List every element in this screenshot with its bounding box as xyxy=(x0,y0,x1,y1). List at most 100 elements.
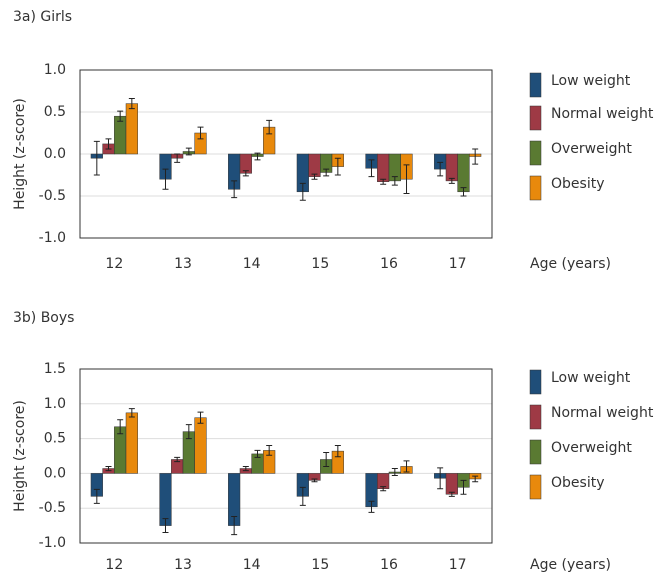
error-bar xyxy=(380,178,387,185)
error-bar xyxy=(437,161,444,177)
error-bar xyxy=(368,159,375,178)
error-bar xyxy=(323,452,330,467)
error-bar xyxy=(174,456,181,463)
y-axis-label: Height (z-score) xyxy=(12,400,28,512)
error-bar xyxy=(266,445,273,456)
legend-swatch xyxy=(529,404,542,430)
x-tick-label: 12 xyxy=(105,557,123,573)
error-bar xyxy=(472,148,479,165)
legend-swatch xyxy=(529,140,542,166)
error-bar xyxy=(334,445,341,458)
legend-swatch xyxy=(529,175,542,201)
error-bar xyxy=(368,500,375,513)
bar xyxy=(114,115,127,155)
legend-label: Normal weight xyxy=(551,405,654,421)
y-tick-label: -0.5 xyxy=(39,500,66,516)
bar xyxy=(308,153,321,177)
error-bar xyxy=(448,177,455,184)
error-bar xyxy=(185,424,192,440)
error-bar xyxy=(117,110,124,122)
x-tick-label: 13 xyxy=(174,557,192,573)
x-tick-label: 15 xyxy=(311,557,329,573)
legend-swatch xyxy=(529,105,542,131)
error-bar xyxy=(299,182,306,201)
error-bar xyxy=(437,467,444,490)
error-bar xyxy=(105,138,112,150)
legend-label: Overweight xyxy=(551,440,632,456)
y-tick-label: 0.5 xyxy=(44,431,66,447)
error-bar xyxy=(460,479,467,495)
x-tick-label: 14 xyxy=(243,256,261,272)
y-tick-label: 0.0 xyxy=(44,465,66,481)
error-bar xyxy=(391,468,398,476)
error-bar xyxy=(185,147,192,156)
bar xyxy=(159,473,172,526)
y-tick-label: 0.5 xyxy=(44,104,66,120)
error-bar xyxy=(197,126,204,140)
x-tick-label: 16 xyxy=(380,557,398,573)
x-tick-label: 15 xyxy=(311,256,329,272)
error-bar xyxy=(403,460,410,473)
error-bar xyxy=(448,491,455,497)
bar xyxy=(125,103,138,155)
y-tick-label: -1.0 xyxy=(39,230,66,246)
legend-label: Overweight xyxy=(551,141,632,157)
error-bar xyxy=(460,187,467,197)
x-tick-label: 12 xyxy=(105,256,123,272)
error-bar xyxy=(128,408,135,418)
x-tick-label: 17 xyxy=(449,256,467,272)
bar xyxy=(457,153,470,193)
y-axis-label: Height (z-score) xyxy=(12,98,28,210)
y-tick-label: -1.0 xyxy=(39,535,66,551)
x-tick-label: 16 xyxy=(380,256,398,272)
error-bar xyxy=(128,98,135,110)
plot-frame xyxy=(79,368,493,544)
legend-swatch xyxy=(529,474,542,500)
error-bar xyxy=(472,475,479,483)
y-tick-label: 1.0 xyxy=(44,62,66,78)
error-bar xyxy=(231,180,238,199)
legend-label: Obesity xyxy=(551,475,604,491)
legend-label: Low weight xyxy=(551,370,631,386)
legend-swatch xyxy=(529,72,542,98)
error-bar xyxy=(380,486,387,492)
chart-title: 3a) Girls xyxy=(13,9,72,25)
legend-swatch xyxy=(529,369,542,395)
chart-title: 3b) Boys xyxy=(13,310,74,326)
error-bar xyxy=(311,173,318,180)
error-bar xyxy=(174,153,181,163)
y-tick-label: 1.5 xyxy=(44,361,66,377)
error-bar xyxy=(323,168,330,177)
error-bar xyxy=(299,486,306,506)
x-axis-label: Age (years) xyxy=(530,557,611,573)
legend-swatch xyxy=(529,439,542,465)
y-tick-label: 1.0 xyxy=(44,396,66,412)
error-bar xyxy=(311,478,318,483)
y-tick-label: -0.5 xyxy=(39,188,66,204)
x-tick-label: 14 xyxy=(243,557,261,573)
error-bar xyxy=(391,176,398,186)
x-axis-label: Age (years) xyxy=(530,256,611,272)
error-bar xyxy=(403,164,410,194)
error-bar xyxy=(254,152,261,161)
bar xyxy=(445,153,458,182)
error-bar xyxy=(242,465,249,472)
error-bar xyxy=(197,411,204,424)
plot-frame xyxy=(79,69,493,239)
legend-label: Obesity xyxy=(551,176,604,192)
legend-label: Normal weight xyxy=(551,106,654,122)
legend-label: Low weight xyxy=(551,73,631,89)
error-bar xyxy=(162,518,169,534)
error-bar xyxy=(93,140,100,176)
x-tick-label: 13 xyxy=(174,256,192,272)
bar xyxy=(445,473,458,495)
error-bar xyxy=(254,449,261,458)
error-bar xyxy=(117,419,124,435)
y-tick-label: 0.0 xyxy=(44,146,66,162)
error-bar xyxy=(242,170,249,177)
error-bar xyxy=(231,516,238,536)
error-bar xyxy=(334,157,341,176)
error-bar xyxy=(93,488,100,504)
bar xyxy=(377,153,390,182)
